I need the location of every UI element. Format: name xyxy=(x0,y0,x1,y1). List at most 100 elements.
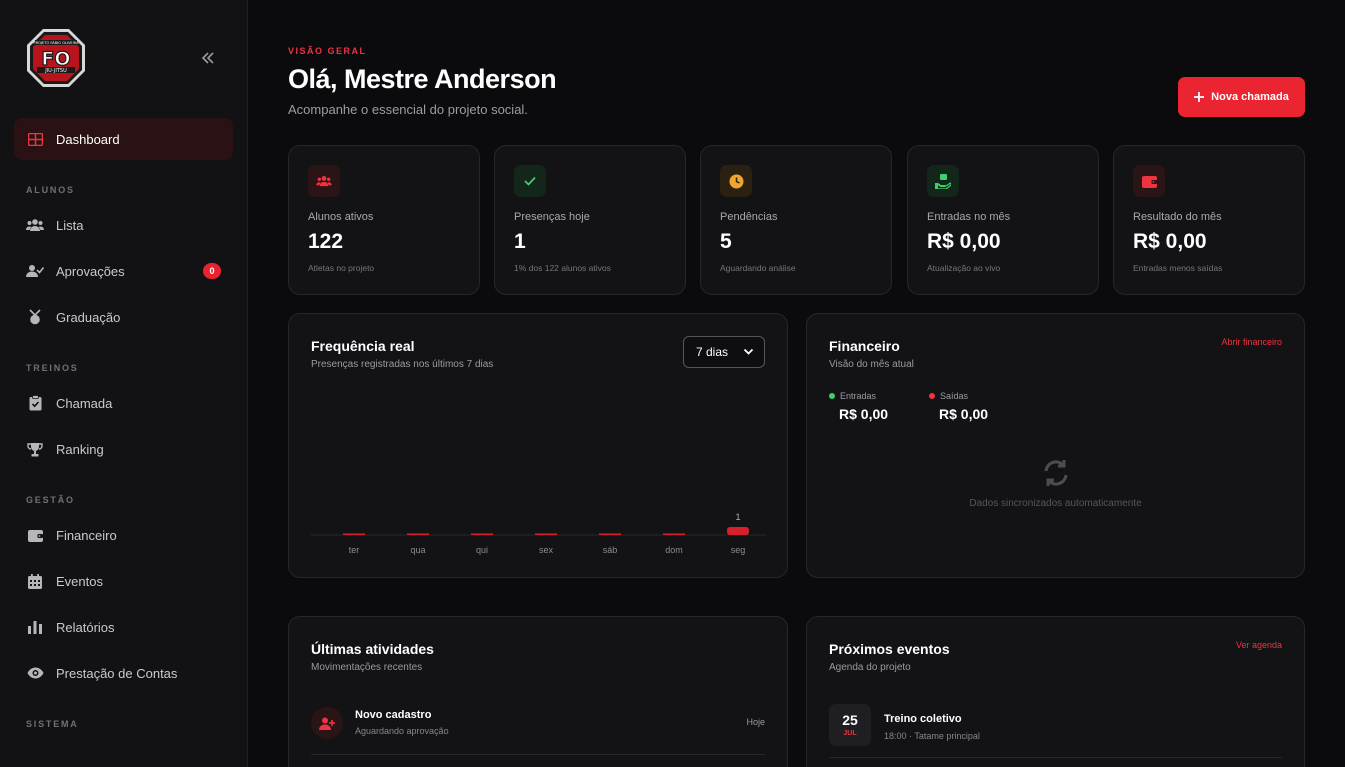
expense-legend: Saídas xyxy=(929,391,968,401)
sidebar-item-relatorios[interactable]: Relatórios xyxy=(14,606,233,648)
stat-label: Pendências xyxy=(720,211,778,223)
project-logo[interactable]: PROJETO FÁBIO OLIVEIRA FO JIU-JITSU xyxy=(25,27,87,89)
sidebar-item-graduacao[interactable]: Graduação xyxy=(14,296,233,338)
view-agenda-link[interactable]: Ver agenda xyxy=(1235,640,1282,650)
income-legend: Entradas xyxy=(829,391,876,401)
stat-label: Presenças hoje xyxy=(514,211,590,223)
activity-title: Novo cadastro xyxy=(355,709,432,721)
eye-icon xyxy=(26,664,44,682)
event-month: JUL xyxy=(843,730,857,737)
event-divider xyxy=(829,757,1282,758)
user-check-icon xyxy=(26,262,44,280)
expense-dot xyxy=(929,393,935,399)
stat-label: Entradas no mês xyxy=(927,211,1011,223)
event-subtitle: 18:00 · Tatame principal xyxy=(884,731,980,741)
chart-tick-label: dom xyxy=(665,545,683,555)
finance-card: Financeiro Visão do mês atual Abrir fina… xyxy=(806,313,1305,578)
chart-bar[interactable] xyxy=(471,533,493,536)
medal-icon xyxy=(26,308,44,326)
event-title[interactable]: Treino coletivo xyxy=(884,713,962,725)
sidebar-item-label: Financeiro xyxy=(56,527,117,543)
stat-hint: Entradas menos saídas xyxy=(1133,263,1223,273)
open-finance-link[interactable]: Abrir financeiro xyxy=(1221,337,1282,347)
frequency-title: Frequência real xyxy=(311,338,415,354)
chart-tick-label: sex xyxy=(539,545,554,555)
period-select[interactable]: 7 dias xyxy=(683,336,765,368)
collapse-sidebar-button[interactable] xyxy=(198,48,218,68)
sidebar-item-label: Chamada xyxy=(56,395,113,411)
chevron-down-icon xyxy=(743,348,754,355)
plus-icon xyxy=(1194,92,1205,102)
sidebar-item-financeiro[interactable]: Financeiro xyxy=(14,514,233,556)
svg-text:FO: FO xyxy=(41,48,70,70)
users-icon xyxy=(26,216,44,234)
sidebar-item-label: Prestação de Contas xyxy=(56,665,178,681)
user-plus-icon xyxy=(311,707,343,739)
stat-hint: Atletas no projeto xyxy=(308,263,375,273)
chart-tick-label: qui xyxy=(476,545,488,555)
events-card: Próximos eventos Agenda do projeto Ver a… xyxy=(806,616,1305,767)
chart-data-label: 1 xyxy=(735,512,740,522)
chart-bar[interactable] xyxy=(663,533,685,536)
clock-icon xyxy=(720,165,752,197)
hand-money-icon xyxy=(927,165,959,197)
sidebar-item-ranking[interactable]: Ranking xyxy=(14,428,233,470)
page-subtitle: Acompanhe o essencial do projeto social. xyxy=(288,102,528,117)
sidebar: PROJETO FÁBIO OLIVEIRA FO JIU-JITSU Dash… xyxy=(0,0,248,767)
event-day: 25 xyxy=(842,712,858,728)
activity-time: Hoje xyxy=(746,717,765,727)
sidebar-item-lista[interactable]: Lista xyxy=(14,204,233,246)
stat-value: 122 xyxy=(308,230,344,253)
finance-title: Financeiro xyxy=(829,338,900,354)
sidebar-item-prestacao-de-contas[interactable]: Prestação de Contas xyxy=(14,652,233,694)
sidebar-item-aprovacoes[interactable]: Aprovações 0 xyxy=(14,250,233,292)
section-label-alunos: ALUNOS xyxy=(26,185,75,195)
chart-bar[interactable] xyxy=(727,527,749,535)
sidebar-item-dashboard[interactable]: Dashboard xyxy=(14,118,233,160)
new-attendance-label: Nova chamada xyxy=(1211,91,1289,103)
chart-bar[interactable] xyxy=(407,533,429,536)
frequency-bar-chart: ter qua qui sex sáb dom 1 seg xyxy=(311,512,766,555)
sidebar-item-eventos[interactable]: Eventos xyxy=(14,560,233,602)
chart-bar[interactable] xyxy=(535,533,557,536)
sidebar-item-chamada[interactable]: Chamada xyxy=(14,382,233,424)
income-dot xyxy=(829,393,835,399)
sidebar-item-label: Lista xyxy=(56,217,84,233)
check-icon xyxy=(514,165,546,197)
stat-value: 1 xyxy=(514,230,526,253)
double-chevron-left-icon xyxy=(201,52,214,64)
chart-bar[interactable] xyxy=(599,533,621,536)
new-attendance-button[interactable]: Nova chamada xyxy=(1178,77,1305,117)
finance-subtitle: Visão do mês atual xyxy=(829,359,914,370)
activities-title: Últimas atividades xyxy=(311,641,434,657)
stat-card-monthly-income: Entradas no mês R$ 0,00 Atualização ao v… xyxy=(907,145,1099,295)
page-eyebrow: VISÃO GERAL xyxy=(288,46,367,56)
expense-label: Saídas xyxy=(940,391,969,401)
income-value: R$ 0,00 xyxy=(839,406,889,422)
clipboard-check-icon xyxy=(26,394,44,412)
frequency-card: Frequência real Presenças registradas no… xyxy=(288,313,788,578)
activity-row[interactable]: Novo cadastro Aguardando aprovação Hoje xyxy=(311,705,765,755)
svg-text:PROJETO FÁBIO OLIVEIRA: PROJETO FÁBIO OLIVEIRA xyxy=(33,40,79,45)
wallet-icon xyxy=(1133,165,1165,197)
sync-icon xyxy=(807,459,1304,492)
stat-value: R$ 0,00 xyxy=(1133,230,1207,253)
chart-tick-label: qua xyxy=(410,545,425,555)
income-label: Entradas xyxy=(840,391,877,401)
sidebar-item-label: Dashboard xyxy=(56,131,120,147)
calendar-icon xyxy=(26,572,44,590)
events-subtitle: Agenda do projeto xyxy=(829,662,911,673)
chart-bar[interactable] xyxy=(343,533,365,536)
bar-chart-icon xyxy=(26,618,44,636)
section-label-treinos: TREINOS xyxy=(26,363,79,373)
chart-tick-label: ter xyxy=(349,545,360,555)
stat-label: Resultado do mês xyxy=(1133,211,1222,223)
approvals-count-badge: 0 xyxy=(203,263,221,279)
users-icon xyxy=(308,165,340,197)
chart-tick-label: seg xyxy=(731,545,746,555)
stat-hint: Aguardando análise xyxy=(720,263,796,273)
sidebar-item-label: Graduação xyxy=(56,309,121,325)
activity-subtitle: Aguardando aprovação xyxy=(355,726,449,736)
events-title: Próximos eventos xyxy=(829,641,950,657)
